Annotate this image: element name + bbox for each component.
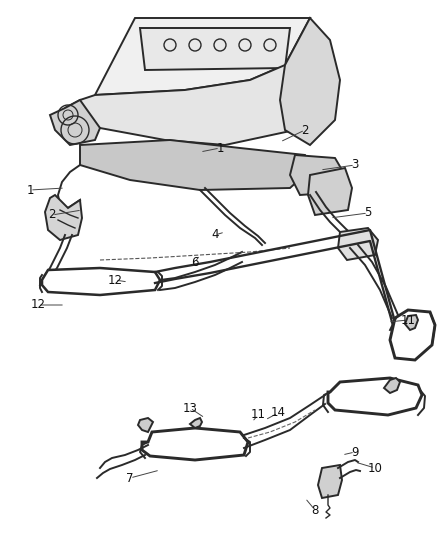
Polygon shape [65, 65, 305, 145]
Text: 3: 3 [351, 158, 359, 172]
Polygon shape [280, 18, 340, 145]
Polygon shape [190, 418, 202, 428]
Polygon shape [42, 268, 160, 295]
Text: 9: 9 [351, 446, 359, 458]
Text: 12: 12 [107, 273, 123, 287]
Text: 6: 6 [191, 255, 199, 269]
Polygon shape [140, 28, 290, 70]
Text: 14: 14 [271, 407, 286, 419]
Polygon shape [142, 428, 248, 460]
Text: 11: 11 [251, 408, 265, 422]
Text: 13: 13 [183, 401, 198, 415]
Polygon shape [318, 465, 342, 498]
Text: 11: 11 [400, 313, 416, 327]
Text: 5: 5 [364, 206, 372, 220]
Polygon shape [80, 140, 310, 190]
Polygon shape [290, 155, 345, 195]
Polygon shape [138, 418, 153, 432]
Polygon shape [308, 168, 352, 215]
Polygon shape [390, 310, 435, 360]
Text: 2: 2 [301, 124, 309, 136]
Polygon shape [328, 378, 422, 415]
Text: 1: 1 [216, 141, 224, 155]
Text: 10: 10 [367, 462, 382, 474]
Polygon shape [405, 315, 418, 330]
Text: 4: 4 [211, 229, 219, 241]
Polygon shape [384, 378, 400, 393]
Polygon shape [338, 228, 378, 260]
Polygon shape [50, 100, 100, 145]
Polygon shape [95, 18, 310, 95]
Text: 2: 2 [48, 208, 56, 222]
Text: 8: 8 [311, 504, 319, 516]
Text: 1: 1 [26, 183, 34, 197]
Polygon shape [45, 195, 82, 240]
Text: 7: 7 [126, 472, 134, 484]
Text: 12: 12 [31, 298, 46, 311]
